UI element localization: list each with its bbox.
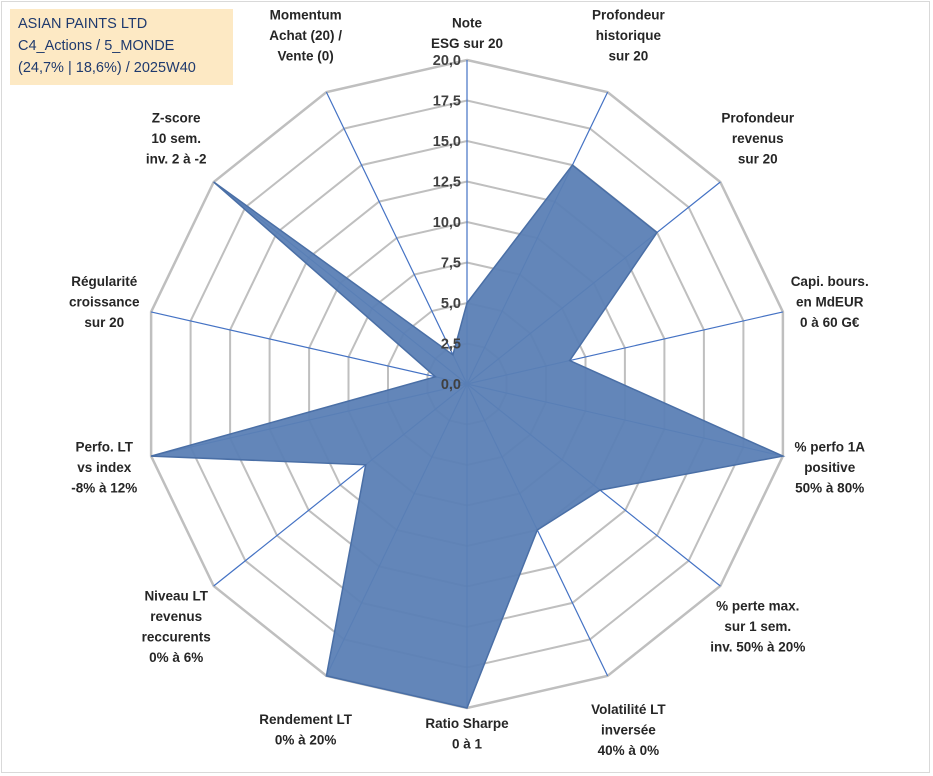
tick-label: 10,0 — [433, 215, 461, 231]
axis-label-layer: Note ESG sur 20 Profondeur historique sur 20… — [69, 8, 869, 758]
info-box: ASIAN PAINTS LTD C4_Actions / 5_MONDE (2… — [10, 9, 233, 85]
tick-label: 5,0 — [441, 296, 461, 312]
company-name: ASIAN PAINTS LTD — [18, 16, 148, 32]
axis-label: Rendement LT 0% à 20% — [259, 712, 353, 748]
axis-label: Volatilité LT inversée 40% à 0% — [591, 702, 666, 758]
axis-label: % perfo 1A positive 50% à 80% — [794, 439, 865, 495]
axis-label: Note ESG sur 20 — [431, 15, 503, 51]
stats-label: (24,7% | 18,6%) / 2025W40 — [18, 60, 196, 76]
tick-label: 12,5 — [433, 175, 461, 191]
series-layer — [150, 164, 786, 709]
tick-label: 0,0 — [441, 377, 461, 393]
axis-label: Capi. bours. en MdEUR 0 à 60 G€ — [791, 274, 869, 330]
axis-label: Profondeur historique sur 20 — [592, 8, 665, 64]
tick-label: 15,0 — [433, 134, 461, 150]
tick-label: 20,0 — [433, 53, 461, 69]
category-label: C4_Actions / 5_MONDE — [18, 38, 175, 54]
axis-label: % perte max. sur 1 sem. inv. 50% à 20% — [710, 599, 805, 655]
axis-label: Momentum Achat (20) / Vente (0) — [269, 8, 342, 64]
axis-label: Niveau LT revenus reccurents 0% à 6% — [142, 588, 211, 665]
axis-spoke — [150, 311, 468, 385]
axis-label: Profondeur revenus sur 20 — [721, 111, 794, 167]
axis-label: Ratio Sharpe 0 à 1 — [425, 716, 509, 752]
tick-label: 17,5 — [433, 94, 461, 110]
tick-layer: 0,0 2,5 5,0 7,5 10,0 12,5 15,0 17,5 20,0 — [433, 53, 461, 393]
axis-spoke — [325, 91, 468, 385]
axis-label: Perfo. LT vs index -8% à 12% — [71, 439, 137, 495]
tick-label: 7,5 — [441, 256, 461, 272]
axis-label: Z-score 10 sem. inv. 2 à -2 — [146, 111, 207, 167]
tick-label: 2,5 — [441, 337, 461, 353]
axis-label: Régularité croissance sur 20 — [69, 274, 140, 330]
